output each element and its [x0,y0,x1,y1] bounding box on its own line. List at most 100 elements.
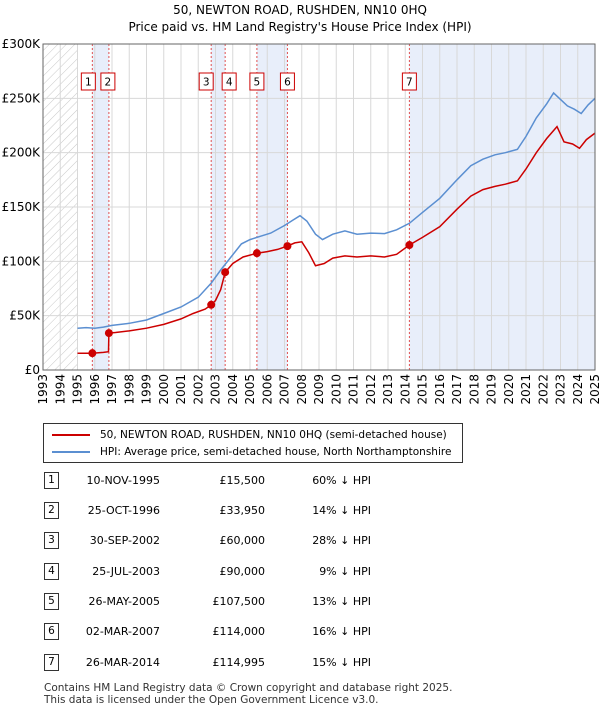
x-tick-label: 1993 [36,374,50,405]
sale-hpi-diff: 13% ↓ HPI [312,595,371,608]
y-tick-label: £50K [9,309,41,323]
sale-marker-label: 7 [406,77,413,89]
y-tick-label: £300K [2,37,42,51]
legend: 50, NEWTON ROAD, RUSHDEN, NN10 0HQ (semi… [43,423,463,463]
sale-hpi-diff: 14% ↓ HPI [312,504,371,517]
table-row: 7 26-MAR-2014 £114,995 15% ↓ HPI [0,654,600,674]
sale-hpi-diff: 15% ↓ HPI [312,656,371,669]
x-tick-label: 2018 [467,374,481,405]
sale-marker-box [198,72,214,91]
x-tick-label: 2005 [243,374,257,405]
x-tick-label: 2011 [347,374,361,405]
x-tick-label: 2007 [278,374,292,405]
sale-number-badge: 7 [44,654,59,671]
sale-hpi-diff: 9% ↓ HPI [319,565,371,578]
x-tick-label: 2017 [450,374,464,405]
x-tick-label: 2016 [433,374,447,405]
footer-copyright: Contains HM Land Registry data © Crown c… [44,682,453,694]
footer-licence: This data is licensed under the Open Gov… [44,694,379,706]
x-tick-label: 1998 [122,374,136,405]
x-tick-label: 2023 [554,374,568,405]
sale-number-badge: 3 [44,532,59,549]
sale-marker-label: 6 [284,77,291,89]
sale-number-badge: 2 [44,502,59,519]
sale-number-badge: 5 [44,593,59,610]
sale-point [221,268,230,277]
sale-marker-box [100,72,116,91]
sale-hpi-diff: 28% ↓ HPI [312,534,371,547]
table-row: 6 02-MAR-2007 £114,000 16% ↓ HPI [0,623,600,643]
sale-date: 25-OCT-1996 [87,504,160,517]
sale-marker-box [80,72,96,91]
sale-price: £107,500 [212,595,266,608]
sale-point [104,329,113,338]
table-row: 3 30-SEP-2002 £60,000 28% ↓ HPI [0,532,600,552]
x-tick-label: 2013 [381,374,395,405]
sale-price: £114,995 [212,656,266,669]
y-tick-label: £150K [2,200,42,214]
sale-number-badge: 4 [44,563,59,580]
x-tick-label: 2015 [416,374,430,405]
sale-price: £114,000 [212,625,266,638]
x-tick-label: 2019 [485,374,499,405]
sale-price: £15,500 [219,474,266,487]
x-tick-label: 2022 [536,374,550,405]
x-tick-label: 2020 [502,374,516,405]
legend-swatch-property [52,434,90,436]
sale-hpi-diff: 60% ↓ HPI [312,474,371,487]
x-tick-label: 1997 [105,374,119,405]
chart-subtitle: Price paid vs. HM Land Registry's House … [128,20,471,34]
x-tick-label: 2004 [226,374,240,405]
sale-marker-box [249,72,265,91]
sale-date: 10-NOV-1995 [86,474,160,487]
table-row: 4 25-JUL-2003 £90,000 9% ↓ HPI [0,563,600,583]
sale-marker-box [221,72,237,91]
sale-price: £90,000 [219,565,266,578]
table-row: 2 25-OCT-1996 £33,950 14% ↓ HPI [0,502,600,522]
x-tick-label: 2000 [157,374,171,405]
x-tick-label: 1996 [88,374,102,405]
sale-marker-box [401,72,417,91]
x-tick-label: 2002 [191,374,205,405]
sale-number-badge: 1 [44,472,59,489]
footer: Contains HM Land Registry data © Crown c… [44,682,452,706]
sale-price: £33,950 [219,504,266,517]
table-row: 5 26-MAY-2005 £107,500 13% ↓ HPI [0,593,600,613]
sale-date: 30-SEP-2002 [89,534,160,547]
x-tick-label: 2008 [295,374,309,405]
legend-item-property: 50, NEWTON ROAD, RUSHDEN, NN10 0HQ (semi… [52,427,447,443]
sale-point [405,241,414,250]
sale-number-badge: 6 [44,623,59,640]
y-tick-label: £200K [2,146,42,160]
plot-frame [42,43,596,371]
x-tick-label: 2010 [329,374,343,405]
sale-hpi-diff: 16% ↓ HPI [312,625,371,638]
sale-marker-label: 5 [254,77,261,89]
y-tick-label: £100K [2,254,42,268]
sale-point [207,300,216,309]
y-tick-label: £250K [2,91,42,105]
x-tick-label: 2009 [312,374,326,405]
x-tick-label: 2024 [571,374,585,405]
x-tick-label: 1994 [53,374,67,405]
legend-swatch-hpi [52,451,90,453]
x-tick-label: 2025 [588,374,600,405]
hpi-line [77,91,596,329]
sale-marker-label: 1 [85,77,92,89]
y-tick-label: £0 [25,363,40,377]
sale-marker-label: 4 [226,77,233,89]
x-tick-label: 1995 [71,374,85,405]
sale-price: £60,000 [219,534,266,547]
sale-date: 02-MAR-2007 [85,625,160,638]
x-tick-label: 2003 [209,374,223,405]
sale-date: 25-JUL-2003 [92,565,160,578]
sale-point [283,242,292,251]
sale-marker-label: 3 [203,77,210,89]
x-tick-label: 2001 [174,374,188,405]
x-tick-label: 2006 [260,374,274,405]
legend-item-hpi: HPI: Average price, semi-detached house,… [52,444,451,460]
sale-marker-box [279,72,295,91]
x-tick-label: 1999 [140,374,154,405]
table-row: 1 10-NOV-1995 £15,500 60% ↓ HPI [0,472,600,492]
price-chart: 50, NEWTON ROAD, RUSHDEN, NN10 0HQ Price… [2,3,600,405]
